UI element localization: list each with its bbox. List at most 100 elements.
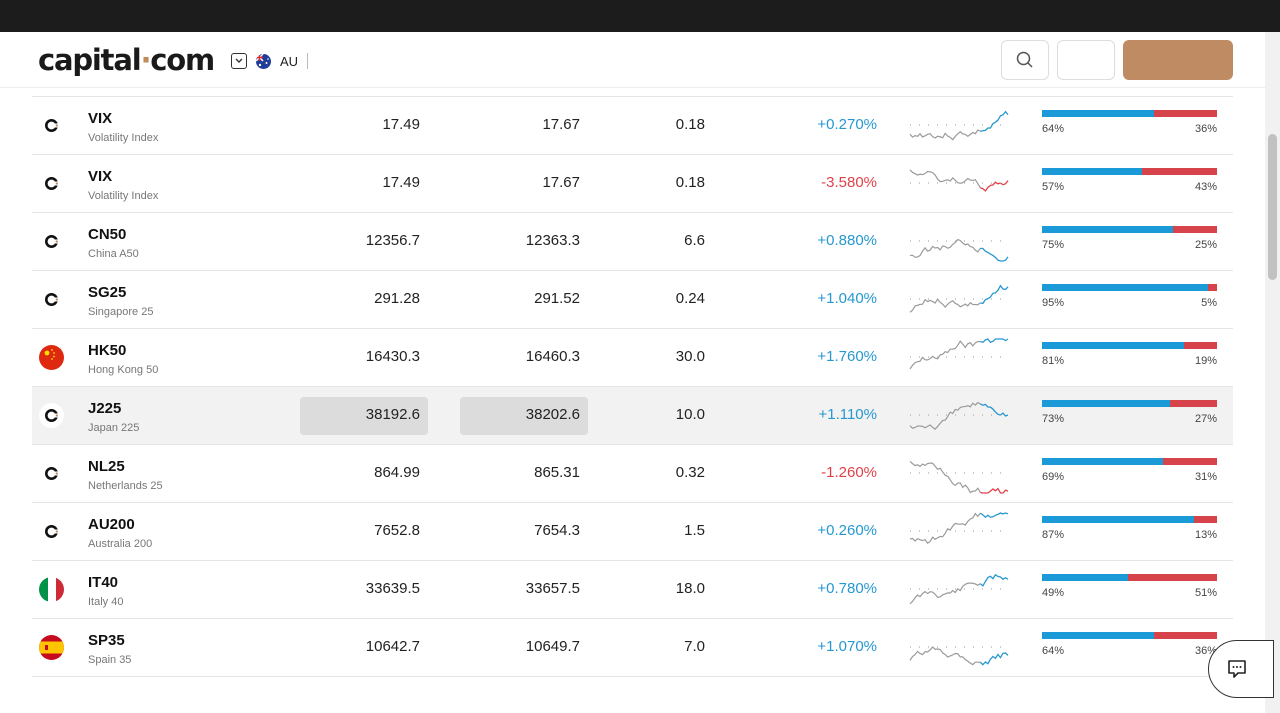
capital-icon [39,229,64,254]
sparkline-history [909,169,981,189]
sparkline-today [979,512,1009,519]
buy-price[interactable]: 17.67 [542,174,580,191]
table-row[interactable]: IT40 Italy 40 33639.5 33657.5 18.0 +0.780% 49%… [32,561,1233,619]
sell-sentiment-fill [1183,342,1217,349]
sparkline-history [909,512,981,544]
chat-icon [1228,660,1246,678]
market-symbol[interactable]: CN50 [88,226,127,243]
buy-sentiment-fill [1042,342,1184,349]
table-row[interactable]: VIX Volatility Index 17.49 17.67 0.18 -3.580%… [32,155,1233,213]
change-percent: +1.070% [817,638,877,655]
buy-price[interactable]: 17.67 [542,116,580,133]
search-button[interactable] [1001,40,1049,80]
buy-price[interactable]: 16460.3 [525,348,580,365]
sell-percent: 36% [1194,123,1217,135]
sparkline-history [909,340,981,370]
table-row[interactable]: NL25 Netherlands 25 864.99 865.31 0.32 -1.260… [32,445,1233,503]
market-symbol[interactable]: IT40 [88,574,119,591]
buy-price[interactable]: 10649.7 [525,638,580,655]
buy-price[interactable]: 38202.6 [525,406,580,423]
markets-table: VIX Volatility Index 17.49 17.67 0.18 +0.270%… [32,96,1233,677]
client-sentiment: 87% 13% [1042,516,1217,541]
client-sentiment: 73% 27% [1042,400,1217,425]
buy-price[interactable]: 12363.3 [525,232,580,249]
browser-top-bar [0,0,1280,32]
sparkline-chart [909,169,1009,192]
table-row[interactable]: SP35 Spain 35 10642.7 10649.7 7.0 +1.070% 64% 3… [32,619,1233,677]
table-row[interactable]: CN50 China A50 12356.7 12363.3 6.6 +0.880% 75%… [32,213,1233,271]
sell-sentiment-fill [1141,168,1217,175]
sentiment-bar [1042,342,1217,349]
market-symbol[interactable]: SG25 [88,284,127,301]
sell-button-highlight[interactable] [300,397,428,435]
sparkline-history [909,401,981,430]
sell-price[interactable]: 291.28 [374,290,420,307]
sentiment-bar [1042,516,1217,523]
search-icon [1016,51,1033,68]
scrollbar-thumb[interactable] [1268,134,1277,280]
buy-sentiment-fill [1042,458,1163,465]
buy-price[interactable]: 865.31 [534,464,580,481]
sell-price[interactable]: 16430.3 [365,348,420,365]
sell-price[interactable]: 17.49 [382,174,420,191]
region-selector[interactable]: AU [231,52,309,70]
buy-price[interactable]: 291.52 [534,290,580,307]
market-symbol[interactable]: VIX [88,168,113,185]
sentiment-labels: 49% 51% [1042,587,1217,599]
sparkline-today [979,652,1009,666]
table-row[interactable]: HK50 Hong Kong 50 16430.3 16460.3 30.0 +1.760… [32,329,1233,387]
sentiment-bar [1042,226,1217,233]
buy-percent: 73% [1042,413,1065,425]
buy-button-highlight[interactable] [460,397,588,435]
sell-percent: 43% [1194,181,1217,193]
sentiment-labels: 75% 25% [1042,239,1217,251]
chat-button[interactable] [1208,640,1274,698]
market-symbol[interactable]: J225 [88,400,122,417]
market-symbol[interactable]: HK50 [88,342,127,359]
market-symbol[interactable]: AU200 [88,516,135,533]
market-symbol[interactable]: SP35 [88,632,125,649]
sell-price[interactable]: 10642.7 [365,638,420,655]
page-scrollbar[interactable] [1265,32,1280,713]
capital-icon [39,287,64,312]
spread-value: 0.18 [675,174,705,191]
buy-price[interactable]: 7654.3 [534,522,580,539]
sell-price[interactable]: 38192.6 [365,406,420,423]
spread-value: 0.18 [675,116,705,133]
change-percent: +0.780% [817,580,877,597]
table-row[interactable]: VIX Volatility Index 17.49 17.67 0.18 +0.270%… [32,97,1233,155]
capital-com-logo[interactable]: capital·com [38,43,215,77]
sentiment-bar [1042,284,1217,291]
capital-icon [39,519,64,544]
hong-kong-flag-icon [39,345,64,370]
sparkline-today [980,180,1009,192]
sparkline-chart [909,338,1009,370]
client-sentiment: 49% 51% [1042,574,1217,599]
table-row[interactable]: AU200 Australia 200 7652.8 7654.3 1.5 +0.260%… [32,503,1233,561]
capital-icon [39,461,64,486]
sparkline-today [980,247,1009,262]
buy-price[interactable]: 33657.5 [525,580,580,597]
sell-price[interactable]: 12356.7 [365,232,420,249]
sign-up-button[interactable] [1123,40,1233,80]
sentiment-labels: 69% 31% [1042,471,1217,483]
sell-percent: 27% [1194,413,1217,425]
table-row[interactable]: SG25 Singapore 25 291.28 291.52 0.24 +1.040% 9… [32,271,1233,329]
login-button[interactable] [1057,40,1115,80]
spread-value: 10.0 [675,406,705,423]
table-row[interactable]: J225 Japan 225 38192.6 38202.6 10.0 +1.110% 73… [32,387,1233,445]
market-symbol[interactable]: NL25 [88,458,125,475]
sell-sentiment-fill [1154,110,1217,117]
sell-price[interactable]: 864.99 [374,464,420,481]
sell-price[interactable]: 7652.8 [374,522,420,539]
market-symbol[interactable]: VIX [88,110,113,127]
buy-percent: 95% [1042,297,1065,309]
buy-percent: 64% [1042,645,1065,657]
buy-sentiment-fill [1042,400,1170,407]
sparkline-today [979,573,1009,587]
sparkline-history [909,582,981,605]
sell-price[interactable]: 17.49 [382,116,420,133]
change-percent: -1.260% [821,464,877,481]
sell-price[interactable]: 33639.5 [365,580,420,597]
sell-percent: 25% [1194,239,1217,251]
